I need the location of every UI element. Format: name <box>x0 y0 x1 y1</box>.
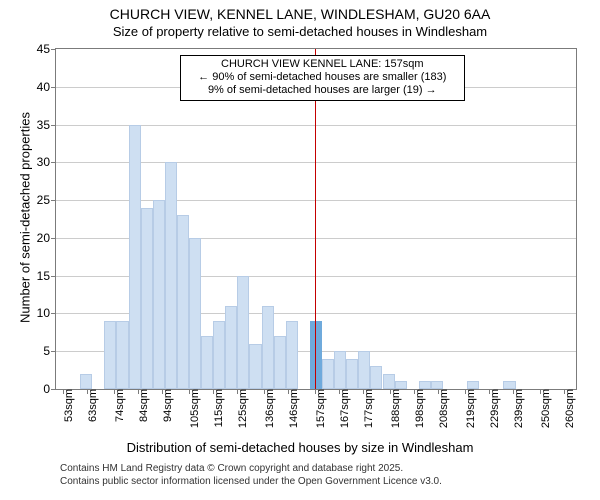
annotation-line2: ← 90% of semi-detached houses are smalle… <box>185 71 460 84</box>
xtick-label: 115sqm <box>207 389 225 427</box>
xtick-label: 229sqm <box>483 389 501 428</box>
bar <box>358 351 370 389</box>
xtick-label: 250sqm <box>534 389 552 428</box>
bar <box>346 359 358 389</box>
bar <box>141 208 153 389</box>
xtick-label: 53sqm <box>57 389 75 422</box>
xtick-label: 219sqm <box>459 389 477 428</box>
bar <box>213 321 225 389</box>
bar <box>201 336 213 389</box>
bar <box>370 366 382 389</box>
ytick-label: 35 <box>37 118 56 132</box>
annotation-line3: 9% of semi-detached houses are larger (1… <box>185 84 460 97</box>
xtick-label: 94sqm <box>156 389 174 422</box>
bar <box>116 321 128 389</box>
annotation-box: CHURCH VIEW KENNEL LANE: 157sqm← 90% of … <box>180 55 465 101</box>
bar <box>419 381 431 389</box>
bar <box>322 359 334 389</box>
bar <box>153 200 165 389</box>
xtick-label: 105sqm <box>183 389 201 428</box>
ytick-label: 45 <box>37 42 56 56</box>
bar <box>80 374 92 389</box>
xtick-label: 146sqm <box>282 389 300 428</box>
ytick-label: 25 <box>37 193 56 207</box>
bar <box>165 162 177 389</box>
bar <box>129 125 141 389</box>
bar <box>249 344 261 389</box>
ytick-label: 40 <box>37 80 56 94</box>
chart-title-line2: Size of property relative to semi-detach… <box>0 24 600 39</box>
xtick-label: 260sqm <box>558 389 576 428</box>
xtick-label: 63sqm <box>81 389 99 422</box>
bar <box>395 381 407 389</box>
bar <box>431 381 443 389</box>
bar <box>189 238 201 389</box>
bar <box>104 321 116 389</box>
xtick-label: 177sqm <box>357 389 375 428</box>
ytick-label: 5 <box>43 344 56 358</box>
plot-area: 05101520253035404553sqm63sqm74sqm84sqm94… <box>55 48 577 390</box>
bar-highlight <box>310 321 322 389</box>
ytick-label: 10 <box>37 306 56 320</box>
footer-line2: Contains public sector information licen… <box>60 475 442 488</box>
xtick-label: 84sqm <box>132 389 150 422</box>
ytick-label: 30 <box>37 155 56 169</box>
annotation-line1: CHURCH VIEW KENNEL LANE: 157sqm <box>185 58 460 71</box>
ytick-label: 20 <box>37 231 56 245</box>
xtick-label: 188sqm <box>384 389 402 428</box>
xtick-label: 157sqm <box>309 389 327 428</box>
bar <box>503 381 515 389</box>
bar <box>262 306 274 389</box>
footer-text: Contains HM Land Registry data © Crown c… <box>60 462 442 488</box>
ytick-label: 0 <box>43 382 56 396</box>
ytick-label: 15 <box>37 269 56 283</box>
chart-title-line1: CHURCH VIEW, KENNEL LANE, WINDLESHAM, GU… <box>0 6 600 22</box>
bar <box>237 276 249 389</box>
xtick-label: 125sqm <box>231 389 249 428</box>
chart-container: CHURCH VIEW, KENNEL LANE, WINDLESHAM, GU… <box>0 0 600 500</box>
xtick-label: 167sqm <box>333 389 351 428</box>
bar <box>286 321 298 389</box>
bar <box>225 306 237 389</box>
xtick-label: 208sqm <box>432 389 450 428</box>
bar <box>383 374 395 389</box>
x-axis-label: Distribution of semi-detached houses by … <box>0 440 600 455</box>
footer-line1: Contains HM Land Registry data © Crown c… <box>60 462 442 475</box>
xtick-label: 136sqm <box>258 389 276 428</box>
bar <box>274 336 286 389</box>
xtick-label: 239sqm <box>507 389 525 428</box>
xtick-label: 74sqm <box>108 389 126 422</box>
y-axis-label: Number of semi-detached properties <box>18 58 33 378</box>
bar <box>334 351 346 389</box>
bar <box>467 381 479 389</box>
xtick-label: 198sqm <box>408 389 426 428</box>
bar <box>177 215 189 389</box>
